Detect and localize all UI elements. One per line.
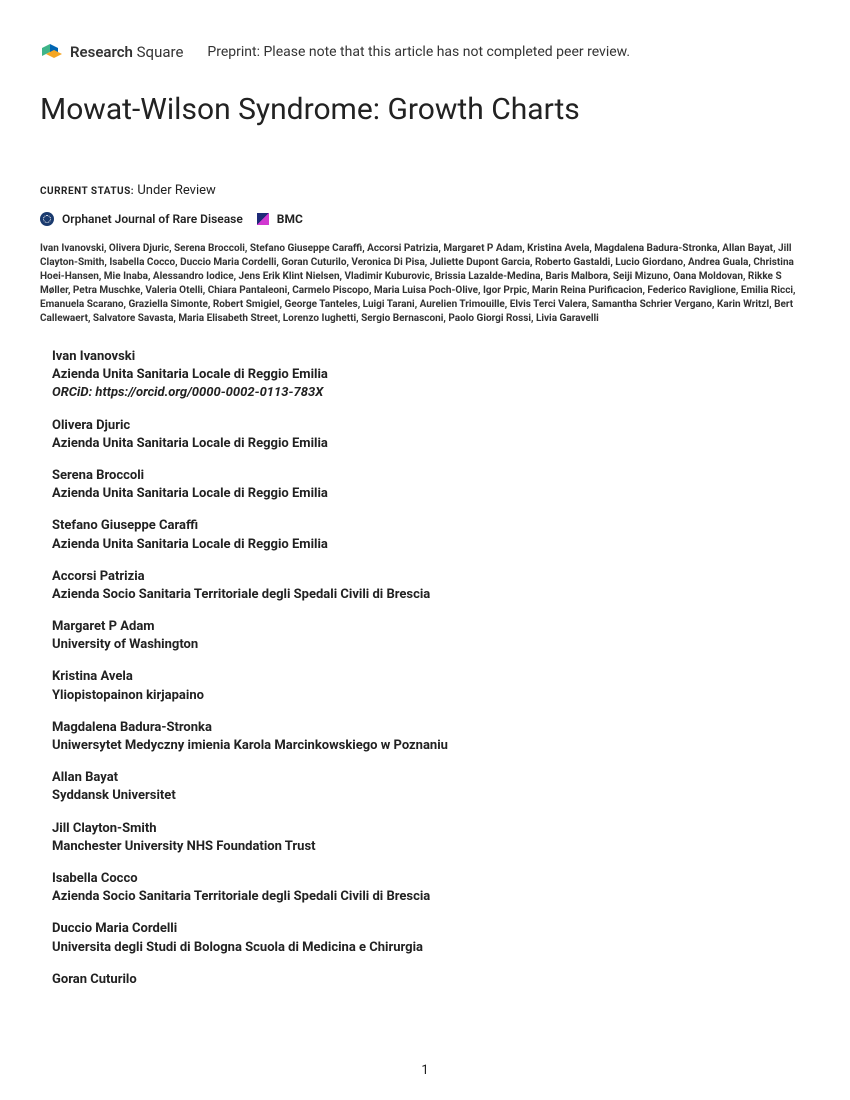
author-entry: Kristina AvelaYliopistopainon kirjapaino	[52, 668, 810, 704]
journal-name: Orphanet Journal of Rare Disease	[62, 212, 243, 226]
author-entry: Goran Cuturilo	[52, 971, 810, 989]
publisher-name: BMC	[277, 212, 303, 226]
bmc-icon	[257, 213, 269, 225]
orphanet-icon	[40, 212, 54, 226]
author-entry: Magdalena Badura-StronkaUniwersytet Medy…	[52, 719, 810, 755]
author-entry: Allan BayatSyddansk Universitet	[52, 769, 810, 805]
author-detail-list: Ivan IvanovskiAzienda Unita Sanitaria Lo…	[40, 348, 810, 989]
status-label: CURRENT STATUS:	[40, 186, 134, 197]
author-entry: Isabella CoccoAzienda Socio Sanitaria Te…	[52, 870, 810, 906]
author-entry: Accorsi PatriziaAzienda Socio Sanitaria …	[52, 568, 810, 604]
author-entry: Margaret P AdamUniversity of Washington	[52, 618, 810, 654]
header-row: Research Square Preprint: Please note th…	[40, 40, 810, 64]
status-row: CURRENT STATUS: Under Review	[40, 183, 810, 198]
logo-text: Research Square	[70, 43, 183, 61]
author-entry: Olivera DjuricAzienda Unita Sanitaria Lo…	[52, 417, 810, 453]
article-title: Mowat-Wilson Syndrome: Growth Charts	[40, 92, 810, 127]
authors-summary: Ivan Ivanovski, Olivera Djuric, Serena B…	[40, 242, 810, 326]
author-entry: Duccio Maria CordelliUniversita degli St…	[52, 920, 810, 956]
author-entry: Ivan IvanovskiAzienda Unita Sanitaria Lo…	[52, 348, 810, 403]
logo-icon	[40, 40, 64, 64]
research-square-logo: Research Square	[40, 40, 183, 64]
page-number: 1	[0, 1063, 850, 1078]
status-value: Under Review	[137, 183, 215, 198]
journal-row: Orphanet Journal of Rare Disease BMC	[40, 212, 810, 226]
author-entry: Serena BroccoliAzienda Unita Sanitaria L…	[52, 467, 810, 503]
preprint-notice: Preprint: Please note that this article …	[207, 44, 630, 60]
author-entry: Stefano Giuseppe CaraffiAzienda Unita Sa…	[52, 517, 810, 553]
author-entry: Jill Clayton-SmithManchester University …	[52, 820, 810, 856]
